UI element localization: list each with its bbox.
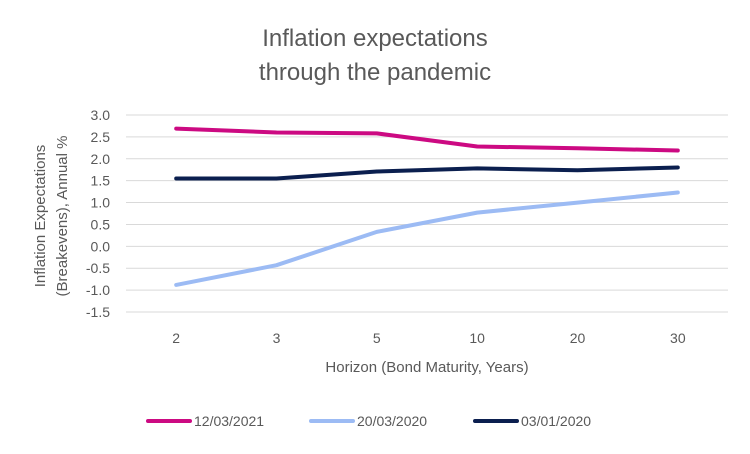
legend-label: 20/03/2020 bbox=[357, 413, 427, 429]
legend-label: 03/01/2020 bbox=[521, 413, 591, 429]
x-tick-label: 2 bbox=[172, 330, 180, 346]
y-tick-label: -0.5 bbox=[86, 260, 110, 276]
series-line-1 bbox=[174, 126, 680, 153]
x-axis-label: Horizon (Bond Maturity, Years) bbox=[325, 359, 528, 376]
y-tick-label: 1.0 bbox=[91, 195, 111, 211]
x-tick-label: 30 bbox=[670, 330, 686, 346]
y-axis-label-line-2: (Breakevens), Annual % bbox=[54, 136, 71, 297]
y-tick-label: 2.5 bbox=[91, 129, 111, 145]
chart-title-line-1: Inflation expectations bbox=[262, 25, 487, 52]
y-tick-label: 2.0 bbox=[91, 151, 111, 167]
y-tick-label: 1.5 bbox=[91, 173, 111, 189]
chart-title-line-2: through the pandemic bbox=[259, 59, 491, 86]
y-tick-label: -1.0 bbox=[86, 282, 110, 298]
y-tick-labels: 3.0 2.5 2.0 1.5 1.0 0.5 0.0 -0.5 -1.0 -1.5 bbox=[86, 107, 110, 320]
y-axis-label-line-1: Inflation Expectations bbox=[32, 145, 49, 288]
x-tick-label: 10 bbox=[469, 330, 485, 346]
gridlines bbox=[126, 114, 728, 313]
y-tick-label: 0.0 bbox=[91, 238, 111, 254]
x-tick-labels: 2 3 5 10 20 30 bbox=[172, 330, 686, 346]
series-line-3 bbox=[174, 165, 680, 181]
series-line-2 bbox=[174, 190, 680, 287]
x-tick-label: 5 bbox=[373, 330, 381, 346]
x-tick-label: 3 bbox=[273, 330, 281, 346]
series-lines bbox=[174, 126, 680, 287]
y-tick-label: -1.5 bbox=[86, 304, 110, 320]
y-tick-label: 3.0 bbox=[91, 107, 111, 123]
legend-label: 12/03/2021 bbox=[194, 413, 264, 429]
x-tick-label: 20 bbox=[570, 330, 586, 346]
y-tick-label: 0.5 bbox=[91, 216, 111, 232]
legend: 12/03/2021 20/03/2020 03/01/2020 bbox=[146, 413, 591, 429]
